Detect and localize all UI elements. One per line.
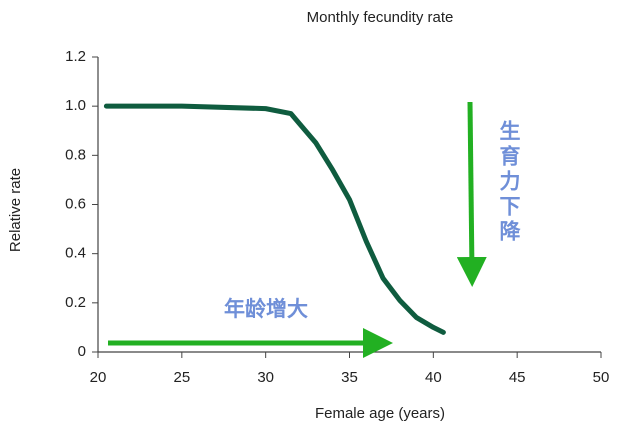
x-tick-label: 50 [593,369,610,386]
y-tick-label: 0.4 [65,245,86,262]
y-tick-label: 0.6 [65,195,86,212]
x-tick-label: 45 [509,369,526,386]
x-tick-label: 25 [173,369,190,386]
x-axis-label: Female age (years) [315,405,445,422]
x-tick-label: 40 [425,369,442,386]
y-tick-label: 0.8 [65,146,86,163]
x-tick-label: 30 [257,369,274,386]
y-tick-label: 0.2 [65,294,86,311]
y-tick-label: 1.2 [65,48,86,65]
annotation: 年龄增大 [224,297,308,321]
annotation: 生育力下降 [497,119,521,245]
chart-title: Monthly fecundity rate [307,9,454,26]
y-axis-label: Relative rate [7,168,24,252]
x-tick-label: 20 [90,369,107,386]
y-tick-label: 1.0 [65,97,86,114]
x-tick-label: 35 [341,369,358,386]
y-tick-label: 0 [78,343,86,360]
line [103,103,446,335]
decline-arrow [456,101,487,287]
